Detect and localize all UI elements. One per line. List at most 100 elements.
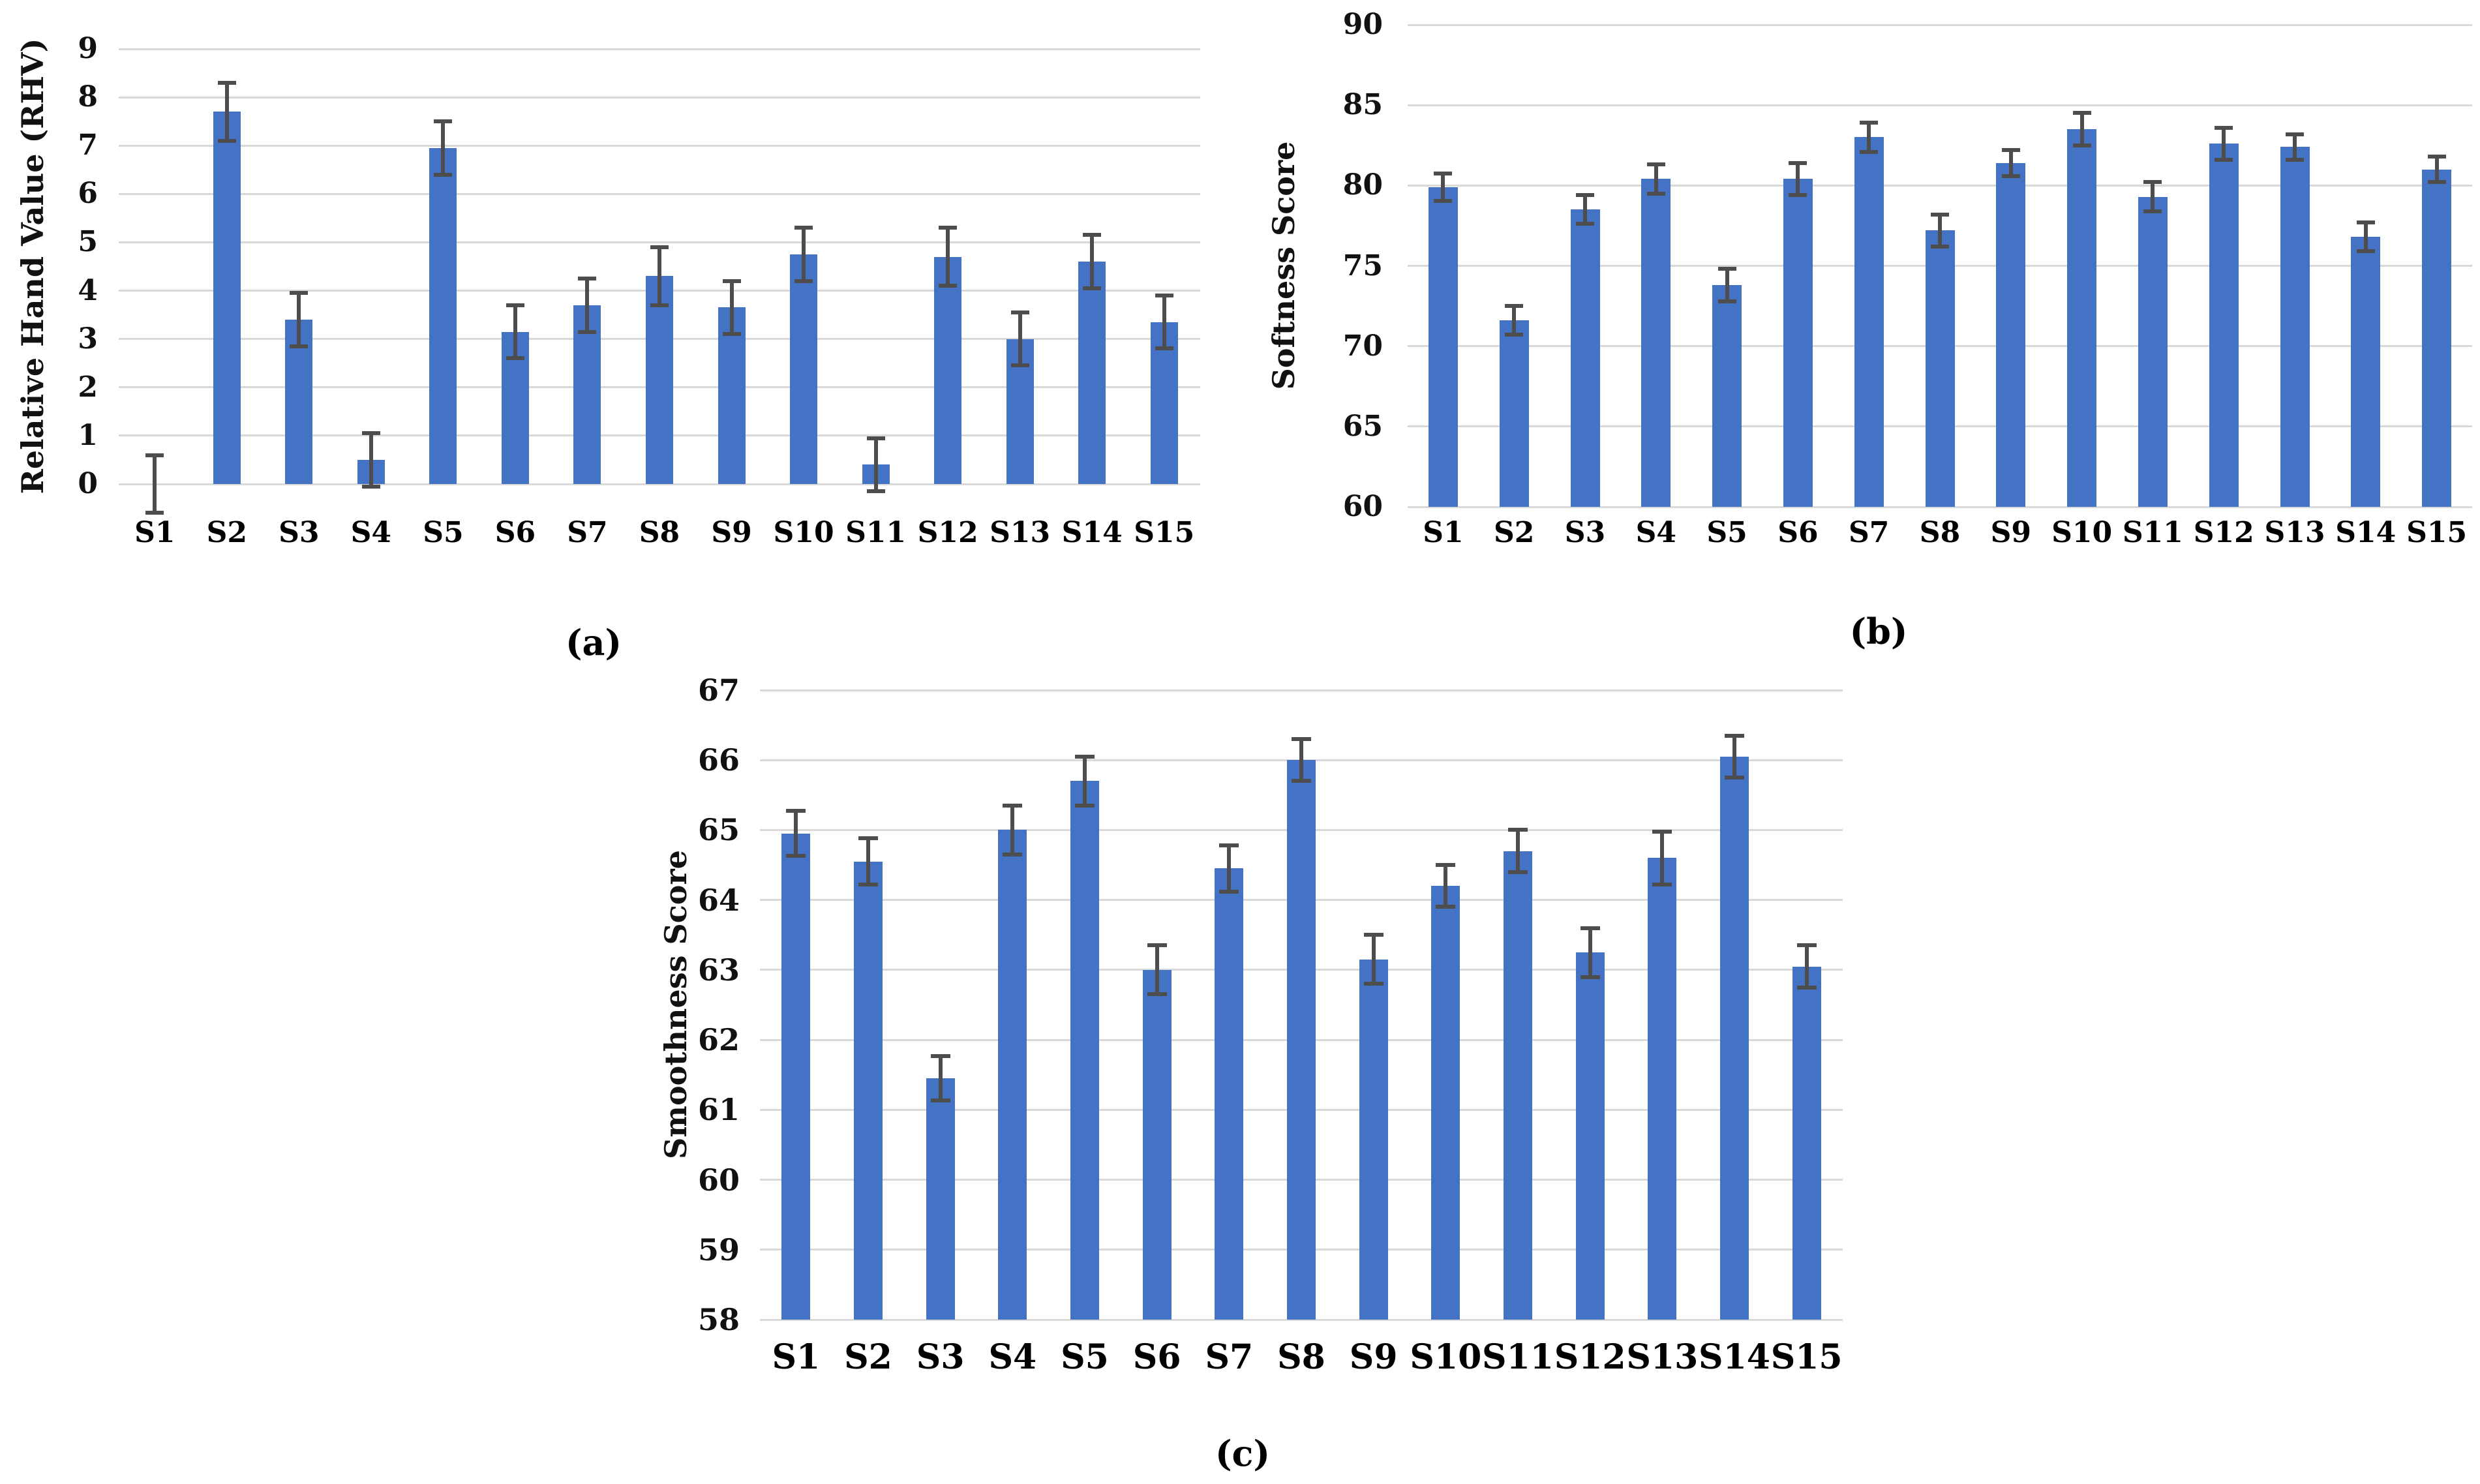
y-tick-label: 9 bbox=[78, 32, 98, 65]
x-category-label-S2: S2 bbox=[844, 1337, 892, 1377]
error-bar-S1 bbox=[153, 455, 157, 513]
x-category-label-S3: S3 bbox=[279, 516, 320, 549]
error-bar-upper-cap-S14 bbox=[1083, 233, 1102, 237]
gridline bbox=[1408, 104, 2472, 106]
bar-S4 bbox=[357, 459, 385, 484]
error-bar-S13 bbox=[1018, 312, 1022, 366]
x-category-label-S1: S1 bbox=[1423, 516, 1464, 549]
error-bar-upper-cap-S2 bbox=[217, 80, 236, 85]
panel-label-a: (a) bbox=[565, 622, 622, 663]
gridline bbox=[119, 338, 1200, 341]
gridline bbox=[119, 483, 1200, 485]
y-tick-label: 7 bbox=[78, 129, 98, 162]
error-bar-S1 bbox=[794, 811, 798, 856]
error-bar-lower-cap-S13 bbox=[1010, 363, 1029, 368]
y-tick-label: 3 bbox=[78, 322, 98, 356]
error-bar-S1 bbox=[1441, 173, 1445, 201]
error-bar-S14 bbox=[1090, 235, 1095, 288]
bar-S4 bbox=[998, 830, 1027, 1320]
error-bar-S14 bbox=[2363, 222, 2368, 252]
bar-S5 bbox=[1712, 285, 1742, 507]
y-tick-label: 4 bbox=[78, 273, 98, 307]
error-bar-S4 bbox=[1654, 164, 1658, 194]
bar-S7 bbox=[1854, 137, 1884, 507]
x-category-label-S1: S1 bbox=[772, 1337, 821, 1377]
y-tick-label: 5 bbox=[78, 225, 98, 259]
error-bar-lower-cap-S15 bbox=[2427, 180, 2446, 185]
bar-S1 bbox=[1428, 187, 1458, 507]
bar-S9 bbox=[718, 307, 746, 484]
error-bar-upper-cap-S6 bbox=[1147, 943, 1167, 948]
bar-S6 bbox=[1142, 969, 1172, 1320]
gridline bbox=[760, 1108, 1843, 1111]
error-bar-upper-cap-S4 bbox=[1646, 162, 1665, 167]
error-bar-S6 bbox=[1155, 945, 1159, 995]
error-bar-S6 bbox=[513, 305, 517, 359]
x-category-label-S12: S12 bbox=[917, 516, 978, 549]
error-bar-lower-cap-S4 bbox=[1646, 191, 1665, 196]
bar-S11 bbox=[1504, 851, 1532, 1320]
bar-S13 bbox=[1006, 339, 1034, 484]
error-bar-upper-cap-S9 bbox=[2001, 148, 2020, 153]
x-category-label-S12: S12 bbox=[2193, 516, 2254, 549]
x-category-label-S15: S15 bbox=[1770, 1337, 1843, 1377]
error-bar-S7 bbox=[585, 279, 590, 332]
y-tick-label: 6 bbox=[78, 177, 98, 211]
gridline bbox=[760, 969, 1843, 971]
plot-area-a bbox=[119, 48, 1200, 515]
x-category-label-S2: S2 bbox=[1494, 516, 1535, 549]
x-category-label-S14: S14 bbox=[2335, 516, 2397, 549]
error-bar-upper-cap-S7 bbox=[578, 277, 597, 281]
error-bar-lower-cap-S10 bbox=[1436, 905, 1456, 909]
gridline bbox=[119, 434, 1200, 437]
error-bar-lower-cap-S13 bbox=[1652, 883, 1672, 887]
error-bar-lower-cap-S1 bbox=[786, 854, 806, 858]
y-tick-label: 58 bbox=[697, 1302, 740, 1337]
error-bar-lower-cap-S10 bbox=[2072, 143, 2091, 147]
x-category-label-S5: S5 bbox=[1061, 1337, 1109, 1377]
bar-S5 bbox=[429, 147, 457, 484]
x-category-label-S15: S15 bbox=[1134, 516, 1195, 549]
error-bar-upper-cap-S12 bbox=[939, 226, 958, 230]
gridline bbox=[119, 290, 1200, 292]
y-tick-label: 8 bbox=[78, 80, 98, 114]
error-bar-upper-cap-S8 bbox=[650, 245, 669, 249]
x-category-label-S10: S10 bbox=[773, 516, 834, 549]
y-tick-label: 1 bbox=[78, 418, 98, 452]
error-bar-lower-cap-S1 bbox=[1434, 198, 1453, 203]
gridline bbox=[119, 144, 1200, 147]
y-tick-label: 90 bbox=[1342, 8, 1383, 41]
error-bar-S5 bbox=[441, 121, 446, 175]
x-category-label-S13: S13 bbox=[1626, 1337, 1699, 1377]
error-bar-lower-cap-S9 bbox=[1363, 982, 1384, 986]
gridline bbox=[760, 899, 1843, 901]
error-bar-S9 bbox=[729, 280, 734, 335]
error-bar-S7 bbox=[1227, 845, 1232, 892]
error-bar-lower-cap-S1 bbox=[145, 511, 164, 515]
x-category-label-S13: S13 bbox=[2264, 516, 2325, 549]
error-bar-upper-cap-S12 bbox=[1580, 926, 1600, 930]
error-bar-upper-cap-S9 bbox=[1363, 933, 1384, 937]
gridline bbox=[1408, 506, 2472, 508]
error-bar-lower-cap-S14 bbox=[2356, 249, 2375, 254]
error-bar-upper-cap-S7 bbox=[1219, 843, 1239, 848]
error-bar-lower-cap-S3 bbox=[930, 1098, 950, 1103]
y-tick-label: 60 bbox=[1342, 490, 1383, 523]
x-category-label-S4: S4 bbox=[1635, 516, 1676, 549]
error-bar-lower-cap-S6 bbox=[506, 356, 524, 361]
bar-S2 bbox=[854, 861, 883, 1320]
bar-S11 bbox=[2138, 196, 2168, 507]
error-bar-upper-cap-S14 bbox=[2356, 220, 2375, 224]
error-bar-lower-cap-S7 bbox=[578, 329, 597, 334]
plot-area-c bbox=[760, 689, 1843, 1321]
error-bar-lower-cap-S11 bbox=[1508, 870, 1528, 874]
x-category-label-S6: S6 bbox=[1777, 516, 1819, 549]
y-tick-label: 66 bbox=[697, 742, 740, 778]
x-category-label-S3: S3 bbox=[916, 1337, 965, 1377]
plot-area-b bbox=[1408, 23, 2472, 508]
x-category-label-S9: S9 bbox=[1990, 516, 2031, 549]
error-bar-lower-cap-S3 bbox=[290, 344, 309, 348]
error-bar-upper-cap-S9 bbox=[722, 279, 741, 283]
